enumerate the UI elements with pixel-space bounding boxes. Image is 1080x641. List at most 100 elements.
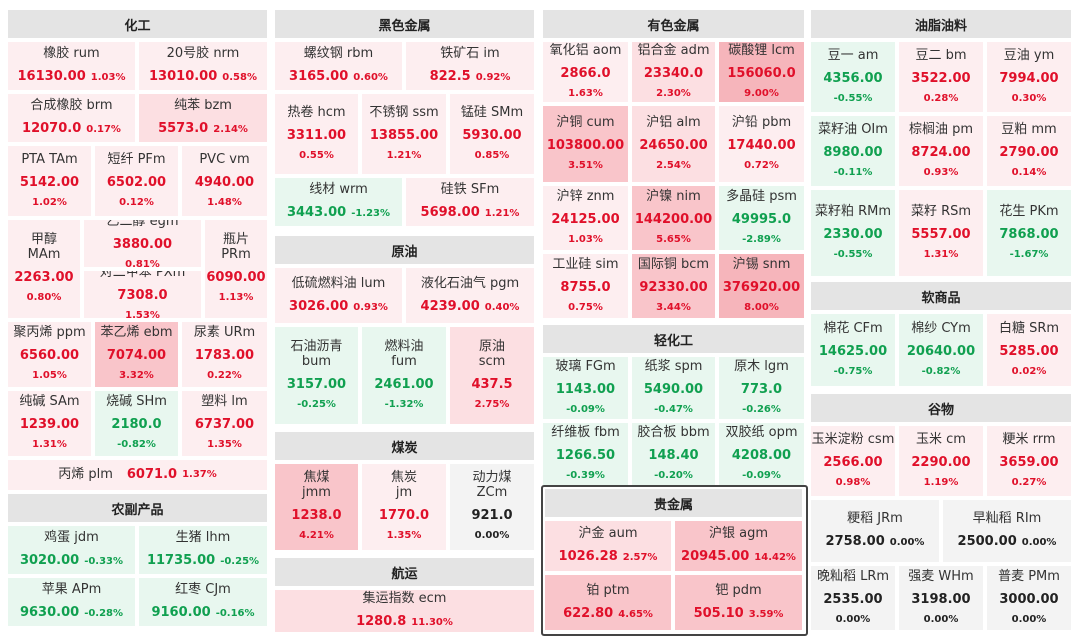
futures-tile[interactable]: 玉米 cm 2290.00 1.19% xyxy=(899,426,983,496)
futures-tile[interactable]: 棉花 CFm 14625.00 -0.75% xyxy=(811,314,895,386)
futures-tile[interactable]: 苯乙烯 ebm 7074.00 3.32% xyxy=(95,322,178,387)
futures-tile[interactable]: 菜籽粕 RMm 2330.00 -0.55% xyxy=(811,190,895,276)
futures-tile[interactable]: 对二甲苯 PXm 7308.0 1.53% xyxy=(84,271,201,318)
futures-tile[interactable]: 甲醇 MAm 2263.00 0.80% xyxy=(8,220,80,318)
price-line: 2263.00 xyxy=(14,267,73,286)
tile-content: 沪镍 nim 144200.00 5.65% xyxy=(635,189,712,246)
futures-tile[interactable]: 燃料油 fum 2461.00 -1.32% xyxy=(362,327,446,424)
futures-tile[interactable]: 塑料 lm 6737.00 1.35% xyxy=(182,391,267,456)
futures-tile[interactable]: 螺纹钢 rbm 3165.00 0.60% xyxy=(275,42,402,90)
futures-tile[interactable]: 沪锌 znm 24125.00 1.03% xyxy=(543,186,628,250)
futures-tile[interactable]: 沪镍 nim 144200.00 5.65% xyxy=(632,186,715,250)
futures-tile[interactable]: 液化石油气 pgm 4239.00 0.40% xyxy=(406,268,534,323)
contract-name: 沪锌 znm xyxy=(556,188,615,204)
contract-name: 碳酸锂 lcm xyxy=(728,42,795,58)
futures-tile[interactable]: 早籼稻 RIm 2500.00 0.00% xyxy=(943,500,1071,562)
futures-tile[interactable]: 粳米 rrm 3659.00 0.27% xyxy=(987,426,1071,496)
contract-name: 多晶硅 psm xyxy=(726,188,797,204)
futures-tile[interactable]: 氧化铝 aom 2866.0 1.63% xyxy=(543,42,628,102)
futures-tile[interactable]: 沪铅 pbm 17440.00 0.72% xyxy=(719,106,804,182)
futures-tile[interactable]: 低硫燃料油 lum 3026.00 0.93% xyxy=(275,268,402,323)
futures-tile[interactable]: 菜籽油 OIm 8980.00 -0.11% xyxy=(811,116,895,186)
futures-tile[interactable]: 沪银 agm 20945.00 14.42% xyxy=(675,521,802,571)
futures-tile[interactable]: 白糖 SRm 5285.00 0.02% xyxy=(987,314,1071,386)
change-percent: -1.23% xyxy=(351,208,391,219)
futures-tile[interactable]: 线材 wrm 3443.00 -1.23% xyxy=(275,178,402,226)
tile-content: 双胶纸 opm 4208.00 -0.09% xyxy=(725,425,797,482)
futures-tile[interactable]: 铝合金 adm 23340.0 2.30% xyxy=(632,42,715,102)
change-percent: 0.40% xyxy=(484,301,520,313)
futures-tile[interactable]: 豆二 bm 3522.00 0.28% xyxy=(899,42,983,112)
futures-tile[interactable]: 原木 lgm 773.0 -0.26% xyxy=(719,357,804,419)
futures-tile[interactable]: 纯苯 bzm 5573.0 2.14% xyxy=(139,94,267,142)
futures-tile[interactable]: 沪铝 alm 24650.00 2.54% xyxy=(632,106,715,182)
futures-tile[interactable]: 纸浆 spm 5490.00 -0.47% xyxy=(632,357,715,419)
futures-tile[interactable]: 动力煤 ZCm 921.0 0.00% xyxy=(450,464,534,550)
futures-tile[interactable]: 沪金 aum 1026.28 2.57% xyxy=(545,521,671,571)
futures-tile[interactable]: 花生 PKm 7868.00 -1.67% xyxy=(987,190,1071,276)
futures-tile[interactable]: 胶合板 bbm 148.40 -0.20% xyxy=(632,423,715,485)
futures-tile[interactable]: 强麦 WHm 3198.00 0.00% xyxy=(899,566,983,630)
futures-tile[interactable]: 沪铜 cum 103800.00 3.51% xyxy=(543,106,628,182)
contract-name: 晚籼稻 LRm xyxy=(816,568,890,584)
futures-tile[interactable]: 棕榈油 pm 8724.00 0.93% xyxy=(899,116,983,186)
futures-tile[interactable]: 铁矿石 im 822.5 0.92% xyxy=(406,42,534,90)
futures-tile[interactable]: 粳稻 JRm 2758.00 0.00% xyxy=(811,500,939,562)
change-percent: 1.05% xyxy=(32,370,67,382)
futures-tile[interactable]: 红枣 CJm 9160.00 -0.16% xyxy=(139,578,267,626)
futures-tile[interactable]: 普麦 PMm 3000.00 0.00% xyxy=(987,566,1071,630)
futures-tile[interactable]: 焦炭 jm 1770.0 1.35% xyxy=(362,464,446,550)
futures-tile[interactable]: 聚丙烯 ppm 6560.00 1.05% xyxy=(8,322,91,387)
tile-content: 螺纹钢 rbm 3165.00 0.60% xyxy=(289,46,388,85)
futures-tile[interactable]: 苹果 APm 9630.00 -0.28% xyxy=(8,578,135,626)
futures-tile[interactable]: 玉米淀粉 csm 2566.00 0.98% xyxy=(811,426,895,496)
last-price: 437.5 xyxy=(471,376,513,392)
change-percent: 3.32% xyxy=(119,370,154,382)
futures-tile[interactable]: 丙烯 plm 6071.0 1.37% xyxy=(8,460,267,490)
change-percent: -0.28% xyxy=(84,608,124,619)
futures-tile[interactable]: 不锈钢 ssm 13855.00 1.21% xyxy=(362,94,446,174)
futures-tile[interactable]: 工业硅 sim 8755.0 0.75% xyxy=(543,254,628,318)
futures-tile[interactable]: 双胶纸 opm 4208.00 -0.09% xyxy=(719,423,804,485)
tile-content: 动力煤 ZCm 921.0 0.00% xyxy=(471,470,512,542)
futures-tile[interactable]: 集运指数 ecm 1280.8 11.30% xyxy=(275,590,534,632)
change-percent: 3.44% xyxy=(656,301,691,313)
futures-tile[interactable]: 乙二醇 egm 3880.00 0.81% xyxy=(84,220,201,267)
futures-tile[interactable]: 锰硅 SMm 5930.00 0.85% xyxy=(450,94,534,174)
futures-tile[interactable]: PVC vm 4940.00 1.48% xyxy=(182,146,267,216)
futures-tile[interactable]: 晚籼稻 LRm 2535.00 0.00% xyxy=(811,566,895,630)
futures-tile[interactable]: 硅铁 SFm 5698.00 1.21% xyxy=(406,178,534,226)
futures-tile[interactable]: 玻璃 FGm 1143.00 -0.09% xyxy=(543,357,628,419)
contract-name: 橡胶 rum xyxy=(43,46,100,62)
futures-tile[interactable]: 鸡蛋 jdm 3020.00 -0.33% xyxy=(8,526,135,574)
pct-line: 0.72% xyxy=(727,154,795,172)
futures-tile[interactable]: 短纤 PFm 6502.00 0.12% xyxy=(95,146,178,216)
futures-tile[interactable]: 碳酸锂 lcm 156060.0 9.00% xyxy=(719,42,804,102)
futures-tile[interactable]: 多晶硅 psm 49995.0 -2.89% xyxy=(719,186,804,250)
futures-tile[interactable]: 烧碱 SHm 2180.0 -0.82% xyxy=(95,391,178,456)
futures-tile[interactable]: 焦煤 jmm 1238.0 4.21% xyxy=(275,464,358,550)
futures-tile[interactable]: 国际铜 bcm 92330.00 3.44% xyxy=(632,254,715,318)
futures-tile[interactable]: 纤维板 fbm 1266.50 -0.39% xyxy=(543,423,628,485)
futures-tile[interactable]: 铂 ptm 622.80 4.65% xyxy=(545,575,671,630)
futures-tile[interactable]: 橡胶 rum 16130.00 1.03% xyxy=(8,42,135,90)
futures-tile[interactable]: 沪锡 snm 376920.00 8.00% xyxy=(719,254,804,318)
tile-content: 氧化铝 aom 2866.0 1.63% xyxy=(550,43,622,100)
futures-tile[interactable]: 热卷 hcm 3311.00 0.55% xyxy=(275,94,358,174)
futures-tile[interactable]: 钯 pdm 505.10 3.59% xyxy=(675,575,802,630)
futures-tile[interactable]: 棉纱 CYm 20640.00 -0.82% xyxy=(899,314,983,386)
futures-tile[interactable]: PTA TAm 5142.00 1.02% xyxy=(8,146,91,216)
futures-tile[interactable]: 原油 scm 437.5 2.75% xyxy=(450,327,534,424)
tile-values: 2461.00 -1.32% xyxy=(374,374,433,411)
futures-tile[interactable]: 尿素 URm 1783.00 0.22% xyxy=(182,322,267,387)
futures-tile[interactable]: 豆油 ym 7994.00 0.30% xyxy=(987,42,1071,112)
futures-tile[interactable]: 生猪 lhm 11735.00 -0.25% xyxy=(139,526,267,574)
futures-tile[interactable]: 合成橡胶 brm 12070.0 0.17% xyxy=(8,94,135,142)
futures-tile[interactable]: 豆粕 mm 2790.00 0.14% xyxy=(987,116,1071,186)
futures-tile[interactable]: 石油沥青 bum 3157.00 -0.25% xyxy=(275,327,358,424)
futures-tile[interactable]: 纯碱 SAm 1239.00 1.31% xyxy=(8,391,91,456)
futures-tile[interactable]: 20号胶 nrm 13010.00 0.58% xyxy=(139,42,267,90)
futures-tile[interactable]: 菜籽 RSm 5557.00 1.31% xyxy=(899,190,983,276)
futures-tile[interactable]: 豆一 am 4356.00 -0.55% xyxy=(811,42,895,112)
futures-tile[interactable]: 瓶片 PRm 6090.00 1.13% xyxy=(205,220,267,318)
